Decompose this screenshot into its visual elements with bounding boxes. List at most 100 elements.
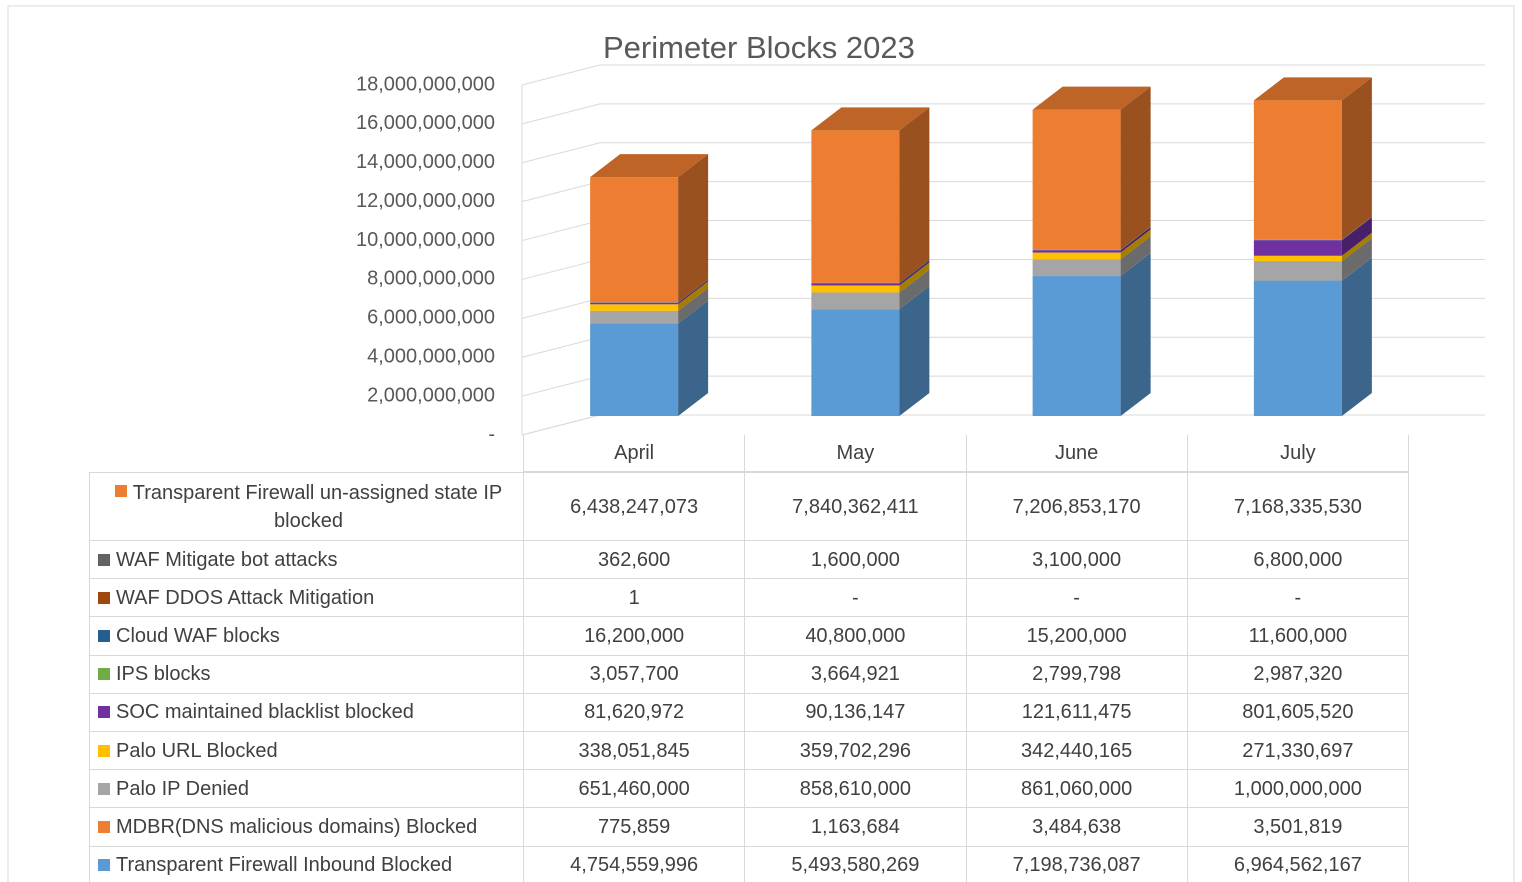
- bar-top: [1253, 77, 1372, 101]
- bar-segment: [1032, 252, 1121, 260]
- axis-wall: [521, 85, 601, 436]
- legend-entry: MDBR(DNS malicious domains) Blocked: [89, 807, 524, 847]
- bar-side: [1341, 257, 1372, 416]
- table-value: 7,206,853,170: [965, 472, 1188, 541]
- bar-side: [1120, 86, 1151, 250]
- table-value: 7,168,335,530: [1186, 472, 1409, 541]
- bar-side: [1120, 229, 1151, 260]
- table-value: 271,330,697: [1186, 731, 1409, 771]
- table-value: 15,200,000: [965, 616, 1188, 656]
- table-header: June: [965, 435, 1188, 472]
- legend-key: [98, 782, 110, 795]
- bar-segment: [811, 282, 900, 284]
- bar-side: [1341, 217, 1372, 256]
- bar-segment: [1032, 259, 1121, 276]
- table-value: 3,664,921: [744, 654, 967, 694]
- bar-side: [678, 279, 709, 303]
- table-value: 3,100,000: [965, 540, 1188, 580]
- bar-segment: [811, 292, 900, 310]
- bar-segment: [590, 323, 679, 416]
- legend-key: [98, 706, 110, 719]
- table-value: -: [744, 578, 967, 618]
- table-value: 6,964,562,167: [1186, 845, 1409, 882]
- table-header: April: [523, 435, 746, 472]
- legend-label: Palo URL Blocked: [116, 739, 278, 762]
- legend-key: [98, 744, 110, 757]
- bar-side: [899, 286, 930, 416]
- bar-side: [1120, 226, 1151, 250]
- bar-side: [1341, 216, 1372, 240]
- chart-border: [7, 5, 1515, 882]
- bar-side: [1120, 227, 1151, 253]
- table-value: 4,754,559,996: [523, 845, 746, 882]
- y-tick-label: -: [488, 423, 495, 445]
- chart-title: Perimeter Blocks 2023: [603, 30, 915, 65]
- bar-segment: [811, 130, 900, 283]
- bar-side: [899, 286, 930, 310]
- grid-line: [521, 64, 1485, 86]
- legend-label: IPS blocks: [116, 663, 211, 686]
- legend-entry: Transparent Firewall Inbound Blocked: [89, 845, 524, 882]
- y-tick-label: 8,000,000,000: [367, 268, 495, 290]
- legend-entry: IPS blocks: [89, 654, 524, 694]
- bar-segment: [590, 302, 679, 305]
- bar-side: [899, 107, 930, 283]
- legend-entry: Cloud WAF blocks: [89, 616, 524, 656]
- table-value: 338,051,845: [523, 731, 746, 771]
- table-value: 651,460,000: [523, 769, 746, 809]
- bar-top: [590, 154, 709, 178]
- bar-segment: [590, 304, 679, 311]
- bar-side: [678, 279, 709, 303]
- table-value: 801,605,520: [1186, 692, 1409, 732]
- legend-label: MDBR(DNS malicious domains) Blocked: [116, 815, 478, 838]
- bar-side: [1341, 232, 1372, 262]
- grid-line: [521, 103, 1485, 125]
- legend-label: WAF DDOS Attack Mitigation: [116, 586, 375, 609]
- table-value: -: [965, 578, 1188, 618]
- bar-side: [1120, 252, 1151, 277]
- table-value: 40,800,000: [744, 616, 967, 656]
- bar-side: [1120, 227, 1151, 251]
- bar-side: [1341, 217, 1372, 241]
- table-value: 3,501,819: [1186, 807, 1409, 847]
- bar-side: [1341, 77, 1372, 240]
- legend-entry: WAF DDOS Attack Mitigation: [89, 578, 524, 618]
- legend-label: Transparent Firewall Inbound Blocked: [116, 854, 453, 877]
- bar-side: [1341, 216, 1372, 241]
- table-value: 90,136,147: [744, 692, 967, 732]
- bar-side: [1120, 226, 1151, 251]
- table-value: 1,600,000: [744, 540, 967, 580]
- legend-key: [98, 820, 110, 833]
- bar-side: [899, 259, 930, 284]
- table-value: 11,600,000: [1186, 616, 1409, 656]
- table-value: 7,198,736,087: [965, 845, 1188, 882]
- legend-key: [98, 859, 110, 872]
- table-value: 3,057,700: [523, 654, 746, 694]
- bar-top: [1032, 86, 1151, 110]
- y-tick-label: 4,000,000,000: [367, 346, 495, 368]
- bar-side: [678, 279, 709, 303]
- table-value: 6,800,000: [1186, 540, 1409, 580]
- table-value: 16,200,000: [523, 616, 746, 656]
- y-tick-label: 10,000,000,000: [356, 229, 495, 251]
- bar-side: [1341, 238, 1372, 281]
- legend-label: Cloud WAF blocks: [116, 624, 280, 647]
- legend-label: Transparent Firewall un-assigned state I…: [98, 479, 519, 535]
- table-value: 1,163,684: [744, 807, 967, 847]
- legend-entry: Palo URL Blocked: [89, 731, 524, 771]
- bar-segment: [1032, 250, 1121, 253]
- legend-key: [98, 629, 110, 642]
- table-value: 2,987,320: [1186, 654, 1409, 694]
- table-value: 3,484,638: [965, 807, 1188, 847]
- table-value: 7,840,362,411: [744, 472, 967, 541]
- y-tick-label: 14,000,000,000: [356, 151, 495, 173]
- legend-label: WAF Mitigate bot attacks: [116, 548, 338, 571]
- table-value: 1,000,000,000: [1186, 769, 1409, 809]
- table-value: 1: [523, 578, 746, 618]
- grid-line: [521, 142, 1485, 164]
- legend-label: SOC maintained blacklist blocked: [116, 701, 414, 724]
- table-value: 6,438,247,073: [523, 472, 746, 541]
- bar-side: [678, 154, 709, 303]
- y-tick-label: 16,000,000,000: [356, 112, 495, 134]
